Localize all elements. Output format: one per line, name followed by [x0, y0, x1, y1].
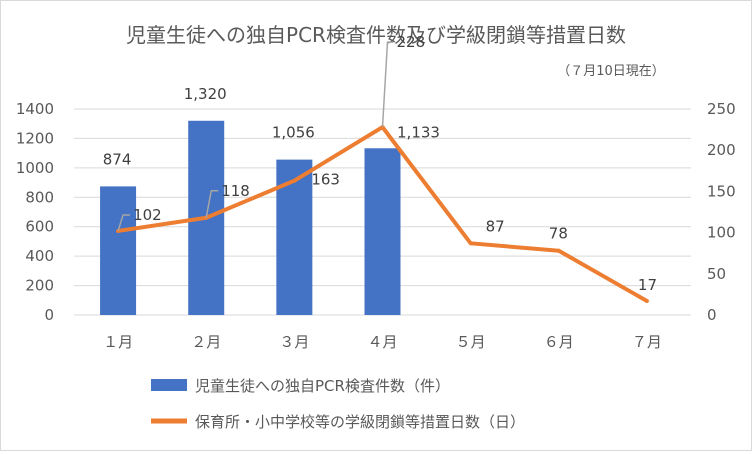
- line-point: [556, 248, 561, 253]
- y-left-tick-label: 1400: [16, 100, 54, 118]
- line-data-label: 78: [549, 225, 568, 243]
- line-data-label: 17: [638, 276, 657, 294]
- leader-line: [117, 214, 131, 232]
- chart-subtitle: （７月10日現在）: [557, 64, 665, 79]
- x-tick-label: ２月: [191, 333, 221, 351]
- chart-title: 児童生徒への独自PCR検査件数及び学級閉鎖等措置日数: [126, 23, 626, 47]
- line-data-label: 87: [486, 217, 505, 235]
- legend-bar-swatch: [151, 379, 187, 391]
- y-right-tick-label: 150: [707, 182, 736, 200]
- bar-data-label: 1,133: [397, 123, 440, 141]
- data-labels: 874 1,320 1,056 1,133 102 118 163 228 87 78 17: [103, 33, 657, 294]
- y-left-tick-label: 0: [44, 306, 54, 324]
- x-tick-label: ５月: [456, 333, 486, 351]
- y-left-tick-label: 800: [25, 188, 54, 206]
- legend: 児童生徒への独自PCR検査件数（件） 保育所・小中学校等の学級閉鎖等措置日数（日…: [151, 377, 525, 431]
- line-data-label: 102: [133, 206, 162, 224]
- bar: [364, 148, 401, 315]
- y-left-tick-label: 1200: [16, 129, 54, 147]
- y-axis-left: 0 200 400 600 800 1000 1200 1400: [16, 100, 54, 324]
- x-tick-label: ４月: [367, 333, 397, 351]
- y-right-tick-label: 50: [707, 265, 726, 283]
- y-left-tick-label: 200: [25, 277, 54, 295]
- y-left-tick-label: 600: [25, 218, 54, 236]
- y-right-tick-label: 250: [707, 100, 736, 118]
- x-tick-label: ６月: [544, 333, 574, 351]
- line-point: [644, 298, 649, 303]
- y-right-tick-label: 0: [707, 306, 717, 324]
- legend-bar-label: 児童生徒への独自PCR検査件数（件）: [195, 377, 450, 395]
- bar: [276, 159, 313, 315]
- y-right-tick-label: 200: [707, 141, 736, 159]
- line-data-label: 163: [311, 171, 340, 189]
- y-left-tick-label: 1000: [16, 159, 54, 177]
- line-point: [468, 241, 473, 246]
- x-tick-label: １月: [103, 333, 133, 351]
- legend-line-label: 保育所・小中学校等の学級閉鎖等措置日数（日）: [195, 413, 525, 431]
- x-axis: １月 ２月 ３月 ４月 ５月 ６月 ７月: [103, 333, 662, 351]
- y-right-tick-label: 100: [707, 224, 736, 242]
- y-left-tick-label: 400: [25, 247, 54, 265]
- line-point: [292, 178, 297, 183]
- y-axis-right: 0 50 100 150 200 250: [707, 100, 736, 324]
- line-data-label: 118: [221, 182, 250, 200]
- leader-line: [205, 190, 219, 218]
- x-tick-label: ３月: [279, 333, 309, 351]
- line-data-label: 228: [397, 33, 426, 51]
- x-tick-label: ７月: [632, 333, 662, 351]
- bar: [100, 186, 137, 315]
- leader-line: [381, 41, 394, 128]
- bar-data-label: 1,320: [184, 85, 227, 103]
- bar-data-label: 874: [103, 150, 132, 168]
- bar-data-label: 1,056: [272, 124, 315, 142]
